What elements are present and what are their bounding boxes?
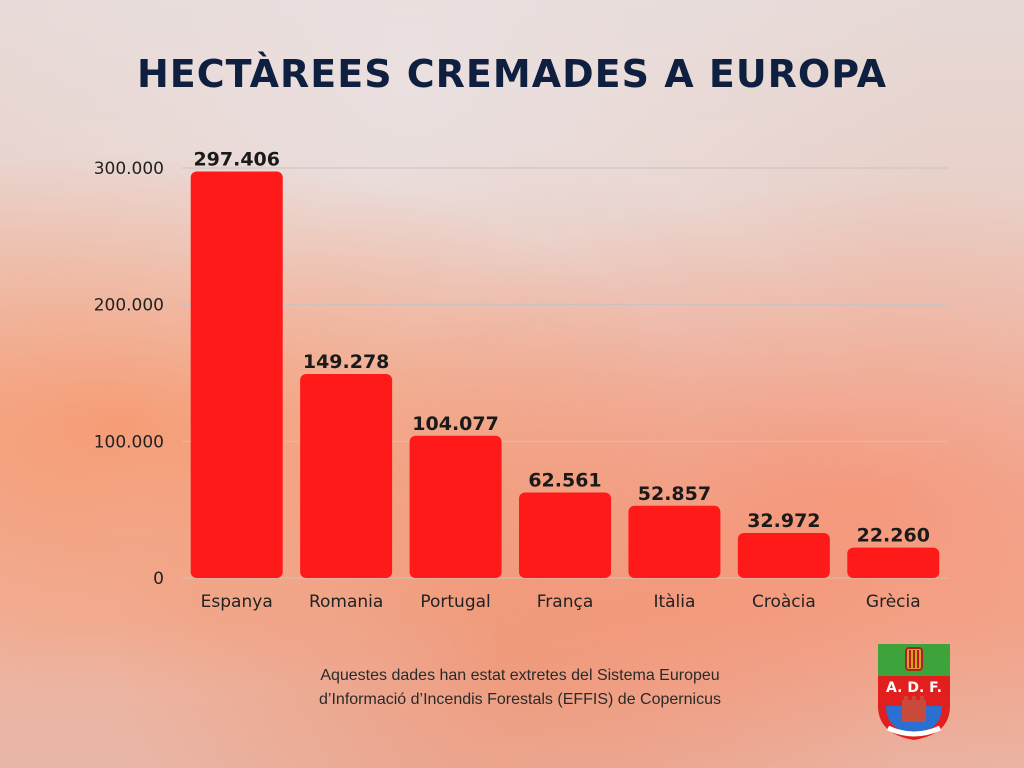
source-note: Aquestes dades han estat extretes del Si… [240,664,800,712]
chart-title: HECTÀREES CREMADES A EUROPA [136,52,888,96]
logo-text: A. D. F. [886,680,942,696]
y-tick-label: 0 [153,569,164,589]
x-tick-label: Grècia [866,592,921,612]
bar-croàcia [737,532,830,578]
bar-espanya [190,171,283,578]
adf-logo: A. D. F. [878,644,950,740]
bar-romania [300,373,393,578]
data-label: 104.077 [412,413,499,435]
x-tick-label: Portugal [420,592,490,612]
x-tick-label: Itàlia [653,592,695,612]
y-tick-label: 100.000 [94,432,164,452]
x-tick-label: França [537,592,594,612]
data-label: 22.260 [857,525,930,547]
x-axis: Espanya Romania Portugal França Itàlia Croàci… [201,592,921,612]
bars: 297.406 149.278 104.077 62.561 52.857 32.972 2… [190,149,940,578]
source-note-line-2: d’Informació d’Incendis Forestals (EFFIS… [319,691,721,708]
bar-portugal [409,435,502,578]
x-tick-label: Espanya [201,592,273,612]
data-label: 52.857 [638,483,711,505]
data-label: 149.278 [303,351,390,373]
source-note-line-1: Aquestes dades han estat extretes del Si… [320,667,720,684]
y-axis: 0 100.000 200.000 300.000 [94,159,164,589]
y-tick-label: 200.000 [94,296,164,316]
bar-frança [519,492,611,578]
data-label: 297.406 [193,149,280,171]
data-label: 32.972 [747,510,820,532]
data-label: 62.561 [528,469,601,491]
bar-grècia [847,547,940,578]
x-tick-label: Romania [309,592,383,612]
bar-itàlia [628,505,721,578]
bar-chart: 0 100.000 200.000 300.000 297.406 149.278 104… [94,149,948,612]
y-tick-label: 300.000 [94,159,164,179]
x-tick-label: Croàcia [752,592,816,612]
